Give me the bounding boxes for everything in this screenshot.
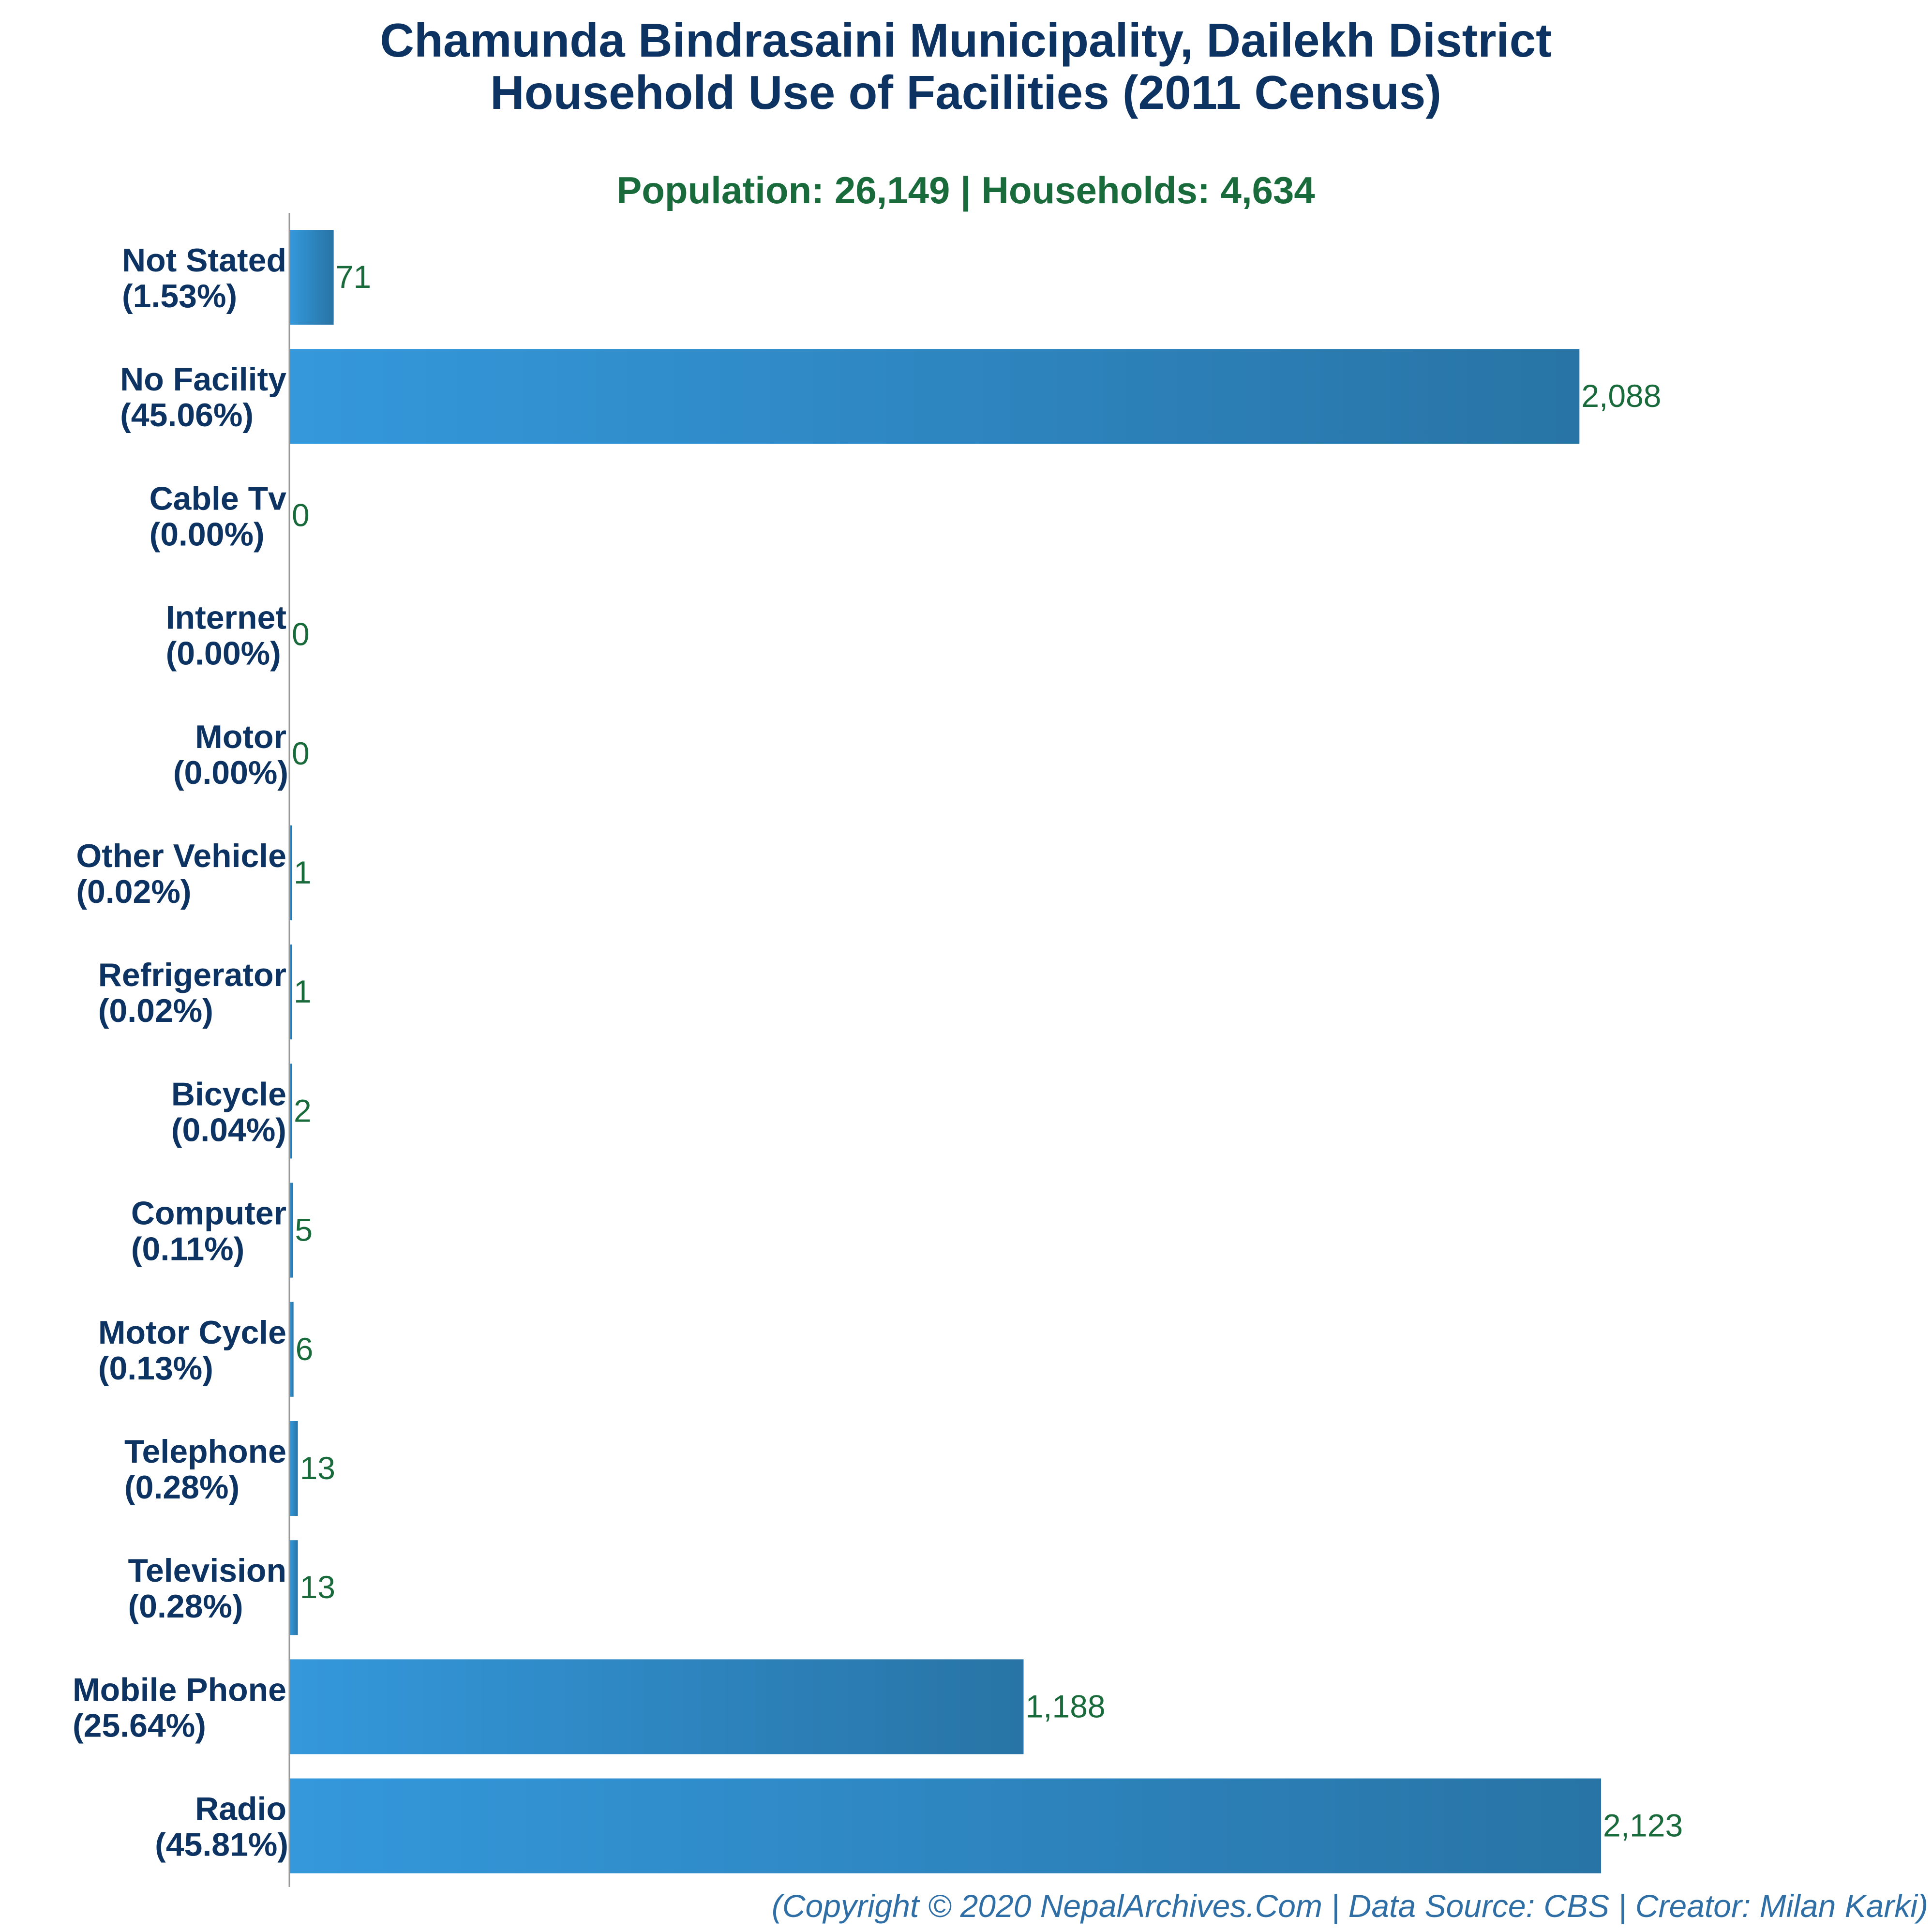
category-label-motor: Motor [195,719,286,755]
value-label-mobile-phone: 1,188 [1025,1688,1105,1724]
chart-footer: (Copyright © 2020 NepalArchives.Com | Da… [772,1888,1928,1925]
category-percent-bicycle: (0.04%) [171,1111,286,1148]
value-label-internet: 0 [292,616,310,652]
category-percent-internet: (0.00%) [166,635,281,672]
category-label-computer: Computer [131,1195,286,1232]
category-label-radio: Radio [195,1791,286,1827]
value-label-no-facility: 2,088 [1581,378,1661,414]
value-label-bicycle: 2 [294,1093,312,1128]
bar-mobile-phone [290,1659,1024,1754]
category-percent-not-stated: (1.53%) [122,278,237,315]
category-percent-computer: (0.11%) [131,1231,244,1268]
category-percent-cable-tv: (0.00%) [150,516,265,553]
category-label-other-vehicle: Other Vehicle [76,838,286,874]
bar-no-facility [290,349,1580,444]
category-label-internet: Internet [166,599,286,636]
bar-other-vehicle [290,825,292,920]
category-percent-television: (0.28%) [128,1588,243,1625]
category-label-refrigerator: Refrigerator [98,957,286,993]
category-percent-other-vehicle: (0.02%) [76,873,191,910]
value-label-telephone: 13 [300,1450,335,1486]
value-label-refrigerator: 1 [294,973,312,1009]
category-percent-motor-cycle: (0.13%) [98,1350,213,1387]
chart-title-line-2: Household Use of Facilities (2011 Census… [490,66,1441,119]
bar-refrigerator [290,944,292,1040]
category-label-telephone: Telephone [124,1433,286,1470]
category-percent-mobile-phone: (25.64%) [73,1707,206,1744]
category-label-mobile-phone: Mobile Phone [73,1671,286,1708]
bar-radio [290,1778,1601,1873]
bars-group: 71 Not Stated(1.53%) 2,088 No Facility(45.0… [73,230,1683,1873]
category-label-no-facility: No Facility [120,361,286,398]
category-percent-telephone: (0.28%) [124,1469,240,1506]
value-label-not-stated: 71 [336,259,371,295]
category-label-not-stated: Not Stated [122,242,286,279]
bar-motor-cycle [290,1302,294,1397]
category-percent-refrigerator: (0.02%) [98,992,213,1029]
bar-computer [290,1183,293,1278]
value-label-motor-cycle: 6 [296,1331,314,1367]
value-label-television: 13 [300,1569,335,1605]
value-label-other-vehicle: 1 [294,854,312,890]
value-label-radio: 2,123 [1603,1808,1683,1843]
category-label-television: Television [128,1552,286,1589]
category-label-bicycle: Bicycle [171,1076,286,1112]
value-label-motor: 0 [292,735,310,771]
chart-subtitle: Population: 26,149 | Households: 4,634 [616,169,1315,211]
category-label-motor-cycle: Motor Cycle [98,1314,286,1351]
value-label-computer: 5 [295,1212,313,1248]
bar-bicycle [290,1063,292,1159]
bar-television [290,1540,298,1635]
bar-telephone [290,1421,298,1516]
category-percent-radio: (45.81%) [155,1827,288,1863]
value-label-cable-tv: 0 [292,497,310,533]
bar-not-stated [290,230,334,325]
chart-title-line-1: Chamunda Bindrasaini Municipality, Daile… [380,14,1551,67]
category-percent-no-facility: (45.06%) [120,397,254,434]
category-label-cable-tv: Cable Tv [150,480,287,517]
category-percent-motor: (0.00%) [173,754,288,791]
